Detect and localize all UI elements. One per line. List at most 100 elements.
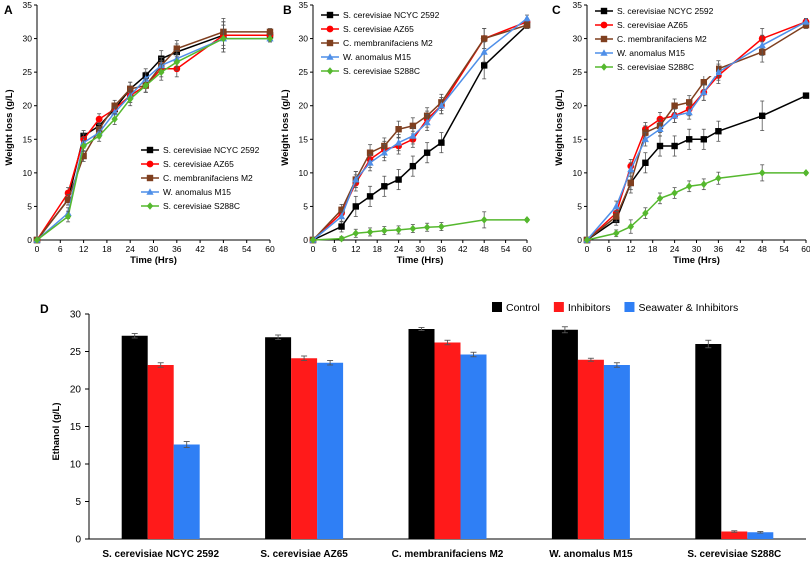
x-tick-label: 24 xyxy=(670,244,680,254)
bar xyxy=(173,444,200,539)
bar xyxy=(121,335,148,539)
data-point xyxy=(523,14,531,22)
bar xyxy=(551,329,578,539)
panel-d-bar-chart: D 0 5 10 15 20 25 30 Ethanol (g/L) S. cerevisiae… xyxy=(40,302,806,560)
y-tick-label: 25 xyxy=(299,67,309,77)
bar xyxy=(603,365,630,539)
data-point xyxy=(338,206,345,213)
data-point xyxy=(381,183,388,190)
data-point xyxy=(366,228,374,236)
y-axis-title: Weight loss (g/L) xyxy=(554,89,565,165)
data-point xyxy=(395,176,402,183)
legend-entry: Seawater & Inhibitors xyxy=(638,302,738,314)
x-tick-label: 0 xyxy=(311,244,316,254)
data-point xyxy=(423,223,431,232)
x-axis-title: Time (Hrs) xyxy=(397,255,444,266)
y-tick-label: 30 xyxy=(299,34,309,44)
x-tick-label: 0 xyxy=(585,244,590,254)
data-point xyxy=(338,223,345,230)
data-point xyxy=(127,95,134,103)
x-tick-label: 6 xyxy=(332,244,337,254)
data-point xyxy=(685,108,693,116)
data-point xyxy=(758,41,766,49)
y-tick-label: 10 xyxy=(299,168,309,178)
y-tick-label: 25 xyxy=(23,67,33,77)
bar-group xyxy=(265,334,344,539)
y-tick-label: 20 xyxy=(70,385,82,396)
data-point xyxy=(686,136,693,143)
x-tick-label: 6 xyxy=(607,244,612,254)
legend-marker xyxy=(146,146,154,154)
x-tick-label: 48 xyxy=(479,244,489,254)
x-tick-label: 6 xyxy=(58,244,63,254)
data-point xyxy=(686,99,693,106)
data-point xyxy=(266,28,274,36)
x-tick-label: 60 xyxy=(265,244,275,254)
data-point xyxy=(715,174,722,183)
x-tick-label: 54 xyxy=(779,244,789,254)
data-point xyxy=(642,209,649,217)
y-tick-label: 25 xyxy=(573,67,583,77)
data-point xyxy=(612,202,620,210)
y-tick-label: 30 xyxy=(70,310,82,321)
data-point xyxy=(671,111,679,119)
data-point xyxy=(64,196,72,203)
data-point xyxy=(366,158,374,166)
data-point xyxy=(437,101,445,109)
data-point xyxy=(438,222,445,231)
legend-entry: W. anomalus M15 xyxy=(163,187,231,197)
legend-marker xyxy=(600,7,608,15)
y-tick-label: 0 xyxy=(303,235,308,245)
x-tick-label: 24 xyxy=(394,244,404,254)
category-label: S. cerevisiae AZ65 xyxy=(260,549,348,560)
data-point xyxy=(641,135,649,143)
data-point xyxy=(700,79,707,86)
y-axis-title: Weight loss (g/L) xyxy=(4,89,15,165)
y-tick-label: 0 xyxy=(577,235,582,245)
data-point xyxy=(481,62,488,69)
data-point xyxy=(671,142,678,150)
data-point xyxy=(700,88,708,96)
data-point xyxy=(409,162,417,170)
y-tick-label: 25 xyxy=(70,347,82,358)
data-point xyxy=(95,132,103,140)
y-tick-label: 15 xyxy=(573,134,583,144)
legend-marker xyxy=(146,202,154,210)
x-tick-label: 48 xyxy=(219,244,229,254)
data-point xyxy=(523,21,531,29)
panel-c-line-chart: C 0 5 10 15 20 25 30 35 0 6 12 18 24 30 36 42 48 54 60 Time… xyxy=(552,0,810,266)
legend-swatch xyxy=(492,302,502,312)
data-point xyxy=(395,126,402,133)
data-point xyxy=(33,236,41,244)
y-tick-label: 5 xyxy=(303,201,308,211)
panel-a-line-chart: A 0 5 10 15 20 25 30 35 0 6 12 18 24 30 36 42 48 54 60 Time… xyxy=(4,0,275,266)
category-label: S. cerevisiae NCYC 2592 xyxy=(102,549,219,560)
data-point xyxy=(395,226,402,234)
x-axis-title: Time (Hrs) xyxy=(673,255,720,266)
legend: S. cerevisiae NCYC 2592 S. cerevisiae AZ6… xyxy=(591,3,716,76)
y-tick-label: 15 xyxy=(299,134,309,144)
panel-a-letter: A xyxy=(4,3,13,17)
data-point xyxy=(366,193,374,200)
y-tick-label: 35 xyxy=(23,0,33,10)
y-axis-title: Weight loss (g/L) xyxy=(280,89,291,165)
panel-b-line-chart: B 0 5 10 15 20 25 30 35 0 6 12 18 24 30 36 42 48 54 60 Time… xyxy=(280,0,532,266)
panel-c-letter: C xyxy=(552,3,561,17)
legend-marker xyxy=(326,39,334,47)
x-tick-label: 42 xyxy=(736,244,746,254)
x-tick-label: 54 xyxy=(501,244,511,254)
x-tick-label: 60 xyxy=(801,244,810,254)
category-label: W. anomalus M15 xyxy=(549,549,633,560)
data-point xyxy=(481,35,488,42)
series-s-cerevisiae-s288c xyxy=(309,211,531,244)
data-point xyxy=(481,216,488,224)
legend-entry: W. anomalus M15 xyxy=(343,52,411,62)
legend-entry: C. membranifaciens M2 xyxy=(163,173,253,183)
x-tick-label: 12 xyxy=(351,244,361,254)
data-point xyxy=(583,236,591,244)
y-tick-label: 10 xyxy=(573,168,583,178)
data-point xyxy=(111,102,118,109)
y-tick-label: 15 xyxy=(70,422,82,433)
data-point xyxy=(352,175,360,183)
data-point xyxy=(656,142,664,150)
